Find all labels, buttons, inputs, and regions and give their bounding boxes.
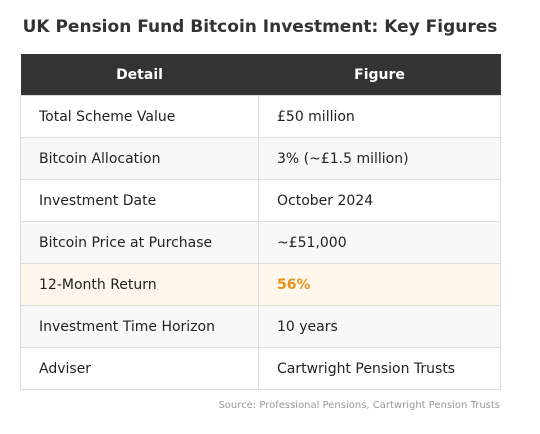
source-note: Source: Professional Pensions, Cartwrigh… xyxy=(218,400,500,411)
detail-cell: Total Scheme Value xyxy=(20,95,259,138)
column-header-figure: Figure xyxy=(258,54,501,96)
detail-cell: 12-Month Return xyxy=(20,263,259,306)
table-header-row: Detail Figure xyxy=(20,54,501,96)
table-row-highlighted: 12-Month Return 56% xyxy=(20,263,501,306)
return-value: 56% xyxy=(277,276,311,293)
key-figures-table: Detail Figure Total Scheme Value £50 mil… xyxy=(20,54,501,390)
column-header-detail: Detail xyxy=(20,54,259,96)
detail-cell: Bitcoin Price at Purchase xyxy=(20,221,259,264)
detail-cell: Investment Date xyxy=(20,179,259,222)
table-row: Bitcoin Price at Purchase ~£51,000 xyxy=(20,221,501,264)
table-row: Bitcoin Allocation 3% (~£1.5 million) xyxy=(20,137,501,180)
figure-cell: Cartwright Pension Trusts xyxy=(258,347,501,390)
figure-cell: ~£51,000 xyxy=(258,221,501,264)
figure-cell: October 2024 xyxy=(258,179,501,222)
table-row: Investment Time Horizon 10 years xyxy=(20,305,501,348)
table-row: Total Scheme Value £50 million xyxy=(20,95,501,138)
detail-cell: Investment Time Horizon xyxy=(20,305,259,348)
table-row: Adviser Cartwright Pension Trusts xyxy=(20,347,501,390)
detail-cell: Bitcoin Allocation xyxy=(20,137,259,180)
figure-cell: £50 million xyxy=(258,95,501,138)
figure-cell: 3% (~£1.5 million) xyxy=(258,137,501,180)
figure-cell: 10 years xyxy=(258,305,501,348)
figure-cell-highlight: 56% xyxy=(258,263,501,306)
detail-cell: Adviser xyxy=(20,347,259,390)
page-title: UK Pension Fund Bitcoin Investment: Key … xyxy=(22,17,498,37)
table-row: Investment Date October 2024 xyxy=(20,179,501,222)
